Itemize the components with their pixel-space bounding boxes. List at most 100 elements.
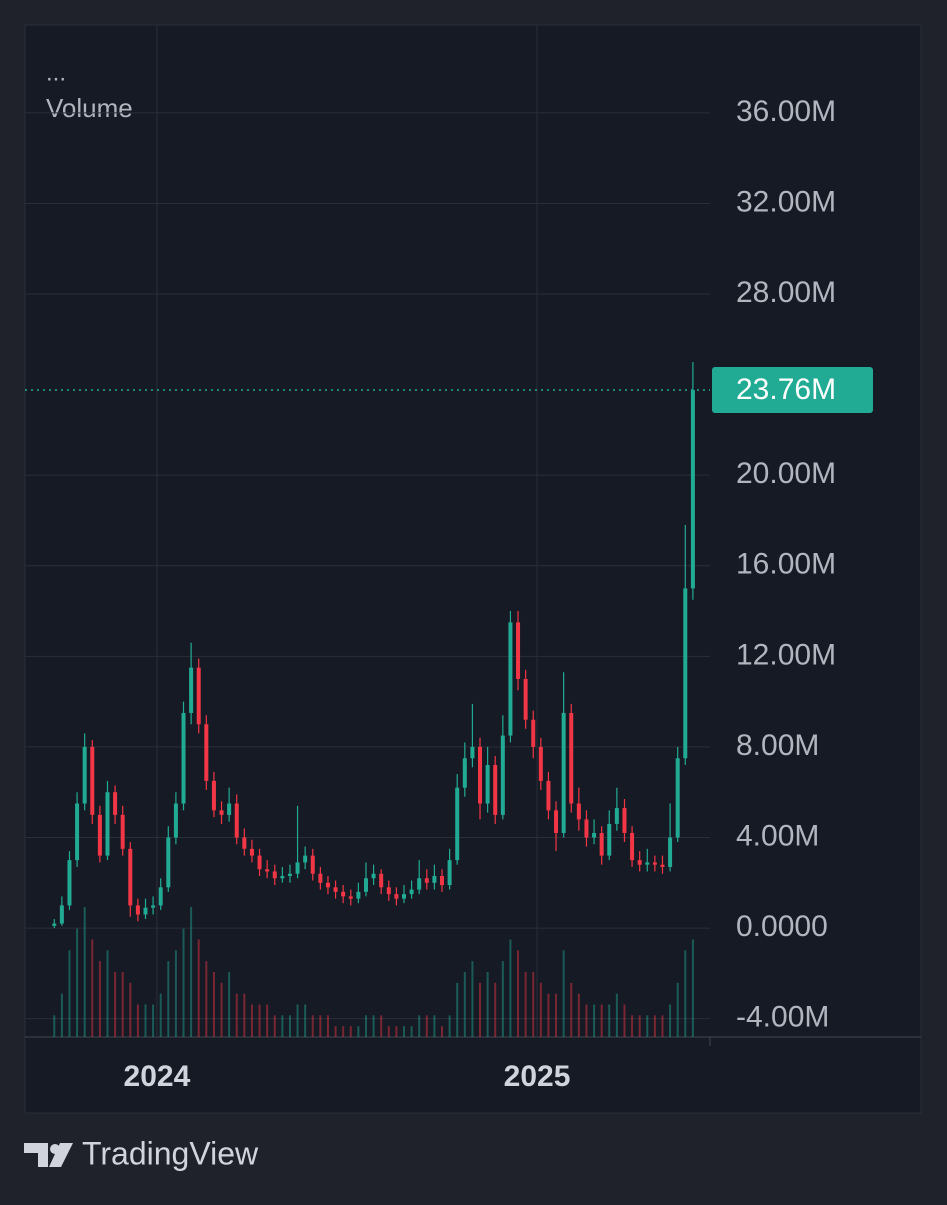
volume-bar — [326, 1015, 329, 1037]
candle-body — [417, 878, 422, 890]
volume-bar — [273, 1015, 276, 1037]
volume-bar — [228, 972, 231, 1037]
menu-dots[interactable]: ... — [46, 59, 66, 86]
volume-bar — [570, 982, 573, 1037]
y-tick-label: 4.00M — [736, 819, 819, 852]
candle-body — [607, 823, 612, 856]
volume-bar — [448, 1015, 451, 1037]
volume-bar — [615, 993, 618, 1037]
volume-bar — [646, 1015, 649, 1037]
candle-body — [622, 808, 627, 833]
candle-body — [59, 905, 64, 924]
candle-body — [135, 905, 140, 915]
volume-bar — [577, 993, 580, 1037]
volume-bar — [281, 1015, 284, 1037]
volume-bar — [676, 982, 679, 1037]
candle-body — [614, 808, 619, 824]
volume-bar — [167, 961, 170, 1037]
candle-body — [516, 622, 521, 679]
volume-bar — [524, 972, 527, 1037]
last-value-box — [712, 367, 873, 414]
volume-bar — [364, 1015, 367, 1037]
volume-bar — [547, 993, 550, 1037]
volume-bar — [684, 950, 687, 1037]
candle-body — [189, 667, 194, 713]
volume-bar — [319, 1015, 322, 1037]
volume-bar — [243, 993, 246, 1037]
y-tick-label: 20.00M — [736, 457, 836, 490]
grid — [25, 25, 710, 1037]
volume-bar — [83, 907, 86, 1037]
candle-body — [90, 746, 95, 815]
volume-bar — [372, 1015, 375, 1037]
candle-body — [424, 878, 429, 883]
volume-bar — [311, 1015, 314, 1037]
volume-bar — [562, 950, 565, 1037]
volume-bar — [517, 950, 520, 1037]
volume-bar — [136, 1004, 139, 1037]
volume-bar — [479, 982, 482, 1037]
x-tick-label: 2025 — [504, 1060, 571, 1093]
y-tick-label: 12.00M — [736, 638, 836, 671]
candle-body — [470, 746, 475, 759]
volume-bar — [402, 1026, 405, 1037]
volume-bar — [258, 1004, 261, 1037]
footer-logo — [24, 1143, 73, 1167]
candle-body — [295, 862, 300, 874]
candle-body — [158, 887, 163, 906]
volume-bar — [152, 1004, 155, 1037]
candle-body — [462, 758, 467, 788]
candle-body — [219, 810, 224, 815]
candle-body — [485, 765, 490, 804]
y-tick-label: 32.00M — [736, 185, 836, 218]
candle-body — [493, 765, 498, 815]
volume-bar — [205, 961, 208, 1037]
x-tick-label: 2024 — [124, 1060, 191, 1093]
volume-bar — [418, 1015, 421, 1037]
volume-bar — [121, 972, 124, 1037]
volume-bar — [638, 1015, 641, 1037]
candle-body — [440, 875, 445, 886]
volume-bar — [661, 1015, 664, 1037]
candle-body — [584, 819, 589, 838]
last-value-label: 23.76M — [736, 373, 836, 406]
y-tick-label: 36.00M — [736, 95, 836, 128]
volume-bar — [623, 1004, 626, 1037]
volume-bar — [600, 1004, 603, 1037]
volume-bar — [288, 1015, 291, 1037]
candle-body — [356, 891, 361, 899]
candle-body — [363, 878, 368, 892]
candle-body — [371, 873, 376, 879]
candle-body — [272, 871, 277, 879]
volume-bar — [463, 972, 466, 1037]
candle-body — [432, 875, 437, 883]
candle-body — [538, 746, 543, 781]
candle-body — [166, 837, 171, 888]
volume-bar — [91, 939, 94, 1037]
candle-body — [318, 873, 323, 883]
candle-body — [310, 855, 315, 874]
candle-body — [637, 860, 642, 865]
candle-body — [348, 896, 353, 899]
y-tick-label: -4.00M — [736, 1001, 829, 1034]
candle-body — [143, 907, 148, 915]
volume-bar — [486, 972, 489, 1037]
candle-body — [386, 887, 391, 895]
volume-bar — [296, 1004, 299, 1037]
volume-bar — [539, 982, 542, 1037]
candle-body — [280, 875, 285, 879]
candle-body — [569, 712, 574, 804]
volume-bar — [114, 972, 117, 1037]
volume-bar — [691, 939, 694, 1037]
candle-body — [120, 814, 125, 849]
candle-body — [227, 803, 232, 815]
volume-bar — [501, 961, 504, 1037]
volume-bar — [395, 1026, 398, 1037]
volume-bar — [68, 950, 71, 1037]
volume-bar — [653, 1015, 656, 1037]
candle-body — [265, 869, 270, 872]
candle-body — [173, 803, 178, 838]
candle-body — [508, 622, 513, 736]
